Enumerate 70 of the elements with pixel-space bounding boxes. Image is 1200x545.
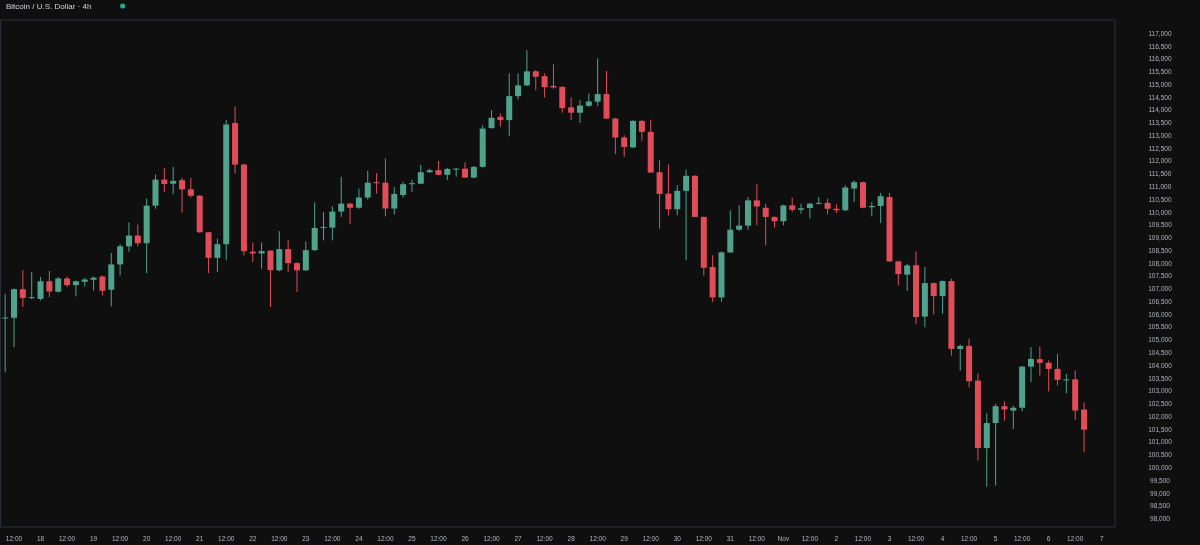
candlestick xyxy=(541,72,548,98)
candlestick xyxy=(170,166,177,195)
candlestick xyxy=(753,183,760,226)
candlestick xyxy=(37,276,44,301)
candlestick xyxy=(930,282,937,315)
candlestick xyxy=(665,163,672,216)
candlestick xyxy=(28,271,35,300)
candlestick xyxy=(364,170,371,201)
candlestick xyxy=(1081,401,1088,453)
candlestick xyxy=(638,119,645,142)
candlestick xyxy=(320,211,327,241)
candlestick xyxy=(612,117,619,155)
candlestick xyxy=(992,403,999,487)
candlestick xyxy=(568,96,575,121)
candlestick xyxy=(621,134,628,158)
candlestick xyxy=(117,243,124,276)
candlestick xyxy=(762,203,769,246)
candlestick xyxy=(1001,400,1008,422)
candlestick xyxy=(187,177,194,199)
candlestick xyxy=(72,280,79,297)
candlestick xyxy=(99,274,106,296)
candlestick xyxy=(523,49,530,87)
candlestick xyxy=(559,85,566,114)
candlestick xyxy=(842,184,849,212)
candlestick xyxy=(727,209,734,254)
candlestick xyxy=(1045,359,1052,392)
candlestick xyxy=(1010,405,1017,430)
candlestick xyxy=(179,177,186,214)
candlestick xyxy=(19,269,26,308)
candlestick xyxy=(46,270,53,298)
candlestick xyxy=(576,99,583,124)
candlestick xyxy=(329,205,336,241)
candlestick xyxy=(904,263,911,292)
candlestick xyxy=(488,109,495,130)
candlestick xyxy=(373,172,380,195)
candlestick xyxy=(285,239,292,273)
candlestick xyxy=(267,249,274,308)
candlestick xyxy=(1054,353,1061,386)
candlestick xyxy=(347,202,354,225)
candlestick xyxy=(2,293,9,373)
chart-title: Bitcoin / U.S. Dollar · 4h xyxy=(6,2,92,12)
candlestick xyxy=(656,159,663,230)
candlestick xyxy=(674,184,681,216)
candlestick xyxy=(1063,373,1070,394)
candlestick xyxy=(877,192,884,224)
candlestick xyxy=(594,57,601,107)
candlestick xyxy=(134,224,141,247)
candlestick xyxy=(957,344,964,372)
candlestick xyxy=(806,202,813,220)
candlestick xyxy=(1036,345,1043,377)
candlestick xyxy=(895,260,902,286)
candlestick xyxy=(214,238,221,273)
candlestick xyxy=(939,280,946,315)
candlestick xyxy=(391,186,398,215)
candlestick xyxy=(302,240,309,272)
candlestick xyxy=(515,72,522,100)
candlestick xyxy=(683,169,690,261)
candlestick xyxy=(736,204,743,232)
candlestick xyxy=(338,176,345,218)
candlestick xyxy=(161,167,168,193)
candlestick xyxy=(1027,346,1034,383)
candlestick xyxy=(276,230,283,272)
candlestick xyxy=(851,179,858,203)
candlestick xyxy=(355,188,362,210)
candlestick xyxy=(311,201,318,252)
candlestick xyxy=(293,261,300,293)
candlestick xyxy=(408,179,415,193)
candlestick xyxy=(125,222,132,253)
candlestick xyxy=(798,203,805,215)
candlestick xyxy=(532,69,539,91)
